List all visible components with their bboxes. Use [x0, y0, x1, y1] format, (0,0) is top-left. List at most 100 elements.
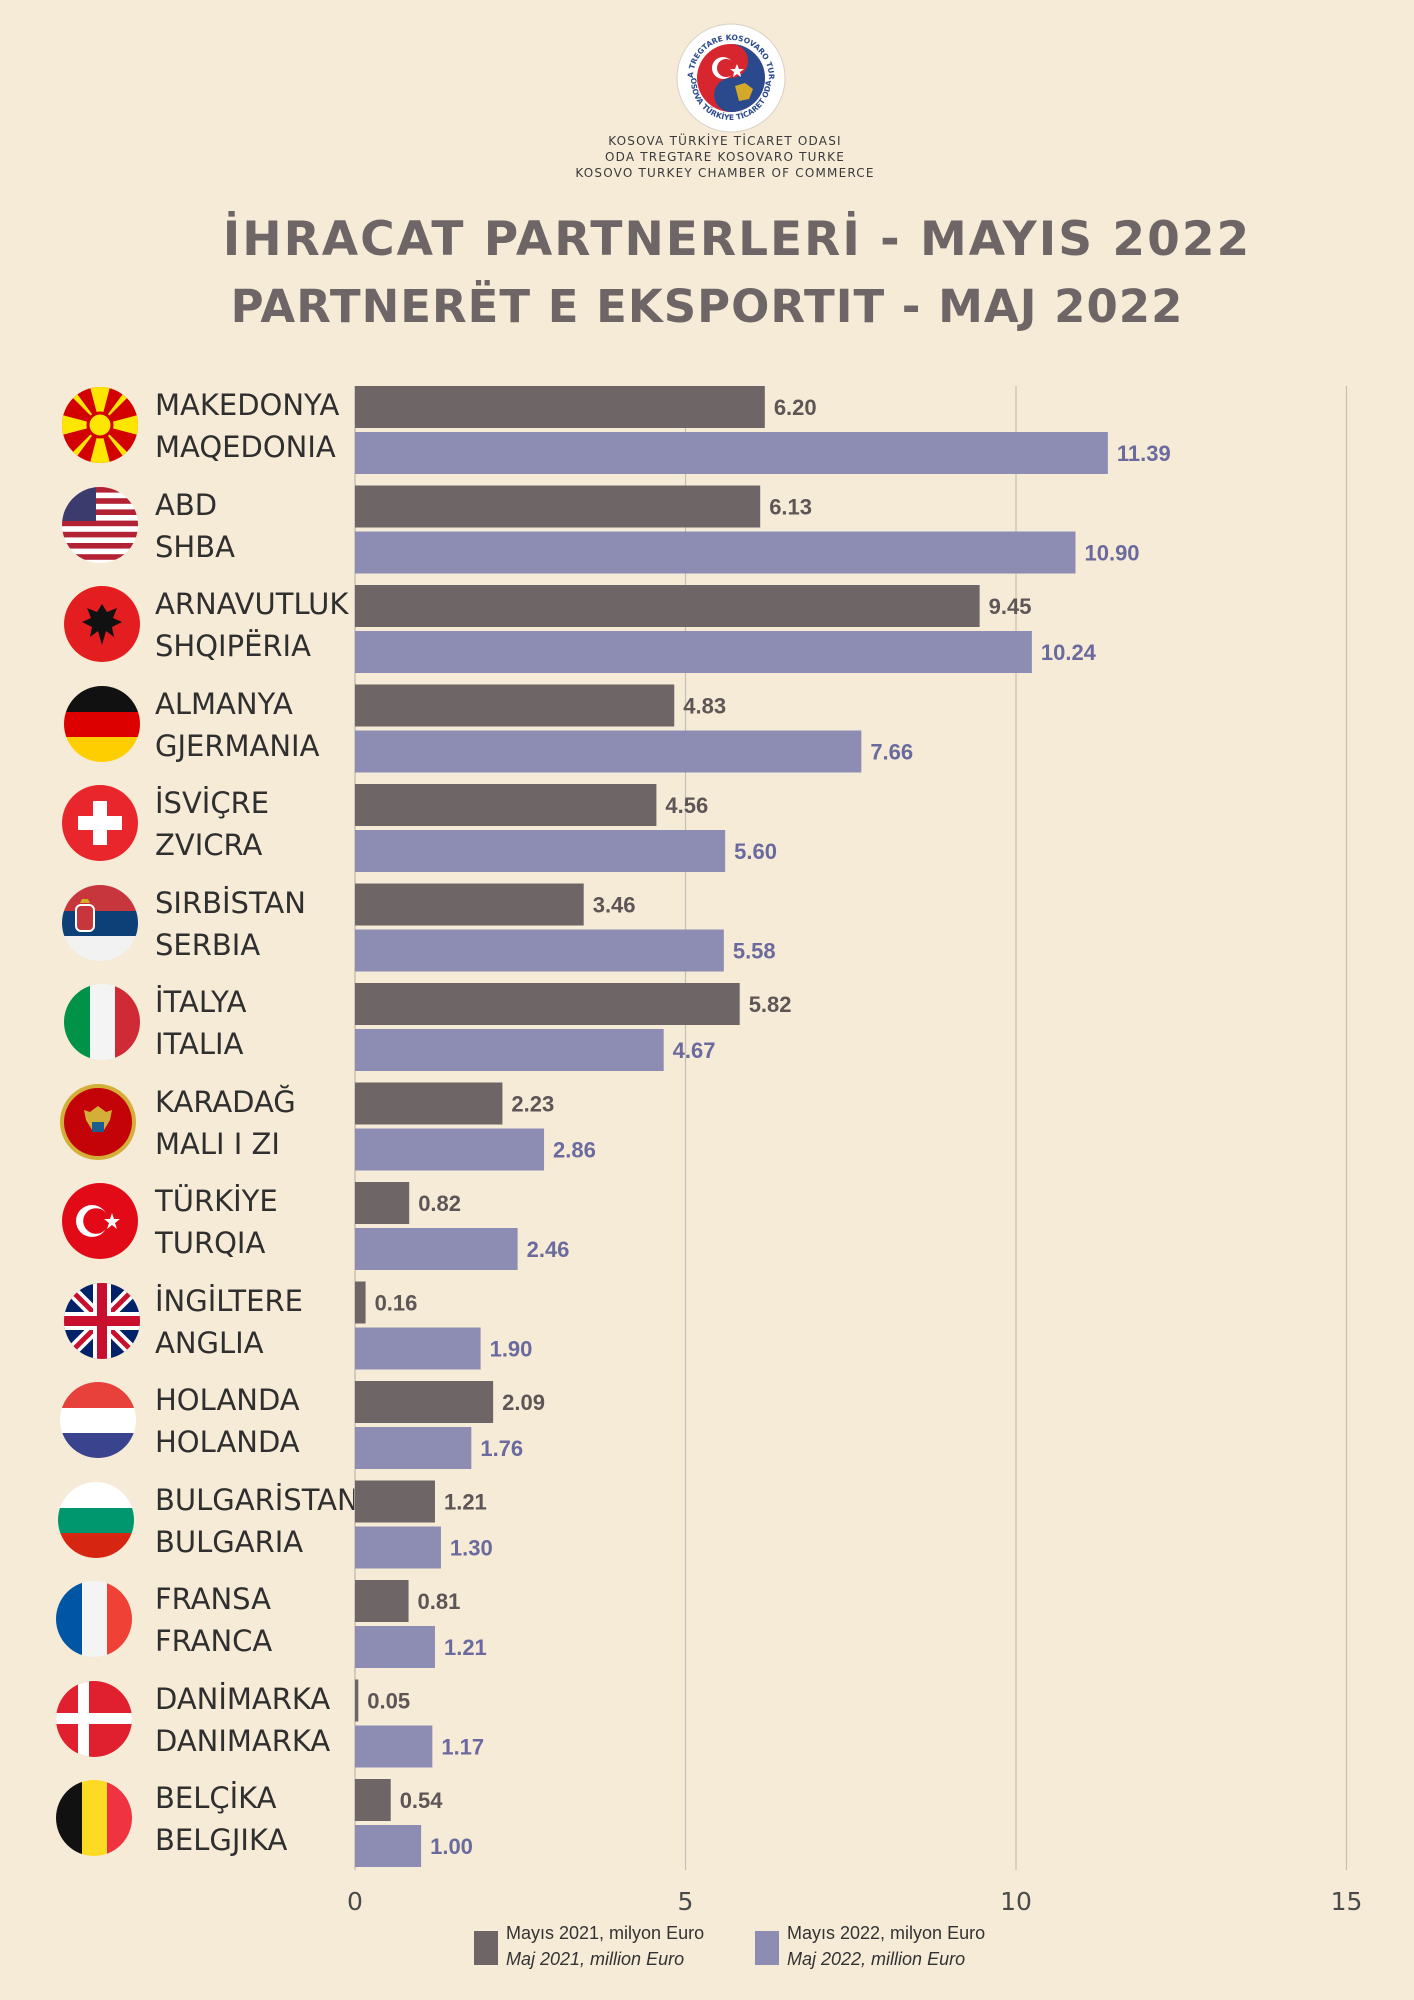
bar-2021-belgium	[355, 1779, 391, 1821]
chart-title-turkish: İHRACAT PARTNERLERİ - MAYIS 2022	[222, 212, 1252, 267]
bar-2022-netherlands	[355, 1427, 472, 1469]
country-name-turkish: TÜRKİYE	[155, 1184, 278, 1218]
data-label-2022: 2.46	[527, 1237, 570, 1262]
bar-2021-albania	[355, 585, 980, 627]
data-label-2022: 1.00	[430, 1834, 473, 1859]
chamber-logo: ODA TREGTARE KOSOVARO TURKE KOSOVA TÜRKİ…	[675, 22, 786, 133]
country-name-albanian: TURQIA	[155, 1226, 266, 1260]
country-label-turkey: TÜRKİYE TURQIA	[155, 1180, 278, 1264]
country-name-turkish: DANİMARKA	[155, 1681, 331, 1716]
country-name-albanian: ITALIA	[155, 1027, 244, 1061]
data-label-2022: 1.76	[480, 1436, 523, 1461]
country-name-albanian: ANGLIA	[155, 1325, 264, 1360]
country-label-bulgaria: BULGARİSTAN BULGARIA	[155, 1479, 359, 1563]
x-tick-label: 10	[1000, 1887, 1032, 1916]
bar-2021-netherlands	[355, 1381, 494, 1423]
org-name-albanian: ODA TREGTARE KOSOVARO TURKE	[604, 150, 846, 164]
country-name-albanian: MALI I ZI	[155, 1126, 280, 1161]
country-name-turkish: İSVİÇRE	[155, 786, 270, 820]
legend-label-2021: Mayıs 2021, milyon Euro Maj 2021, millio…	[506, 1920, 704, 1972]
bar-2022-usa	[355, 531, 1076, 574]
bar-2021-serbia	[355, 883, 584, 926]
bar-2022-north-macedonia	[355, 432, 1108, 474]
data-label-2021: 3.46	[593, 893, 636, 918]
bar-2021-uk	[355, 1281, 366, 1324]
data-label-2021: 2.23	[511, 1092, 554, 1117]
bar-2022-switzerland	[355, 830, 726, 872]
data-label-2021: 5.82	[749, 992, 792, 1017]
data-label-2022: 1.90	[490, 1337, 533, 1362]
bar-2021-denmark	[355, 1679, 359, 1722]
data-label-2022: 7.66	[870, 740, 913, 765]
legend-label-2021-tr: Mayıs 2021, milyon Euro	[506, 1923, 705, 1943]
country-label-germany: ALMANYA GJERMANIA	[155, 683, 319, 767]
bar-2021-north-macedonia	[355, 386, 765, 428]
bar-2021-turkey	[355, 1182, 410, 1224]
bar-2021-usa	[355, 485, 761, 528]
data-label-2021: 4.83	[683, 694, 726, 719]
country-name-turkish: SIRBİSTAN	[155, 885, 306, 920]
country-name-albanian: SERBIA	[155, 927, 261, 962]
country-name-albanian: DANIMARKA	[155, 1723, 331, 1758]
legend-label-2022: Mayıs 2022, milyon Euro Maj 2022, millio…	[787, 1920, 985, 1972]
bar-2021-switzerland	[355, 784, 657, 826]
country-name-albanian: GJERMANIA	[155, 728, 320, 763]
country-name-turkish: İNGİLTERE	[155, 1283, 303, 1318]
turkey-flag-icon	[62, 1183, 138, 1259]
data-label-2021: 6.13	[769, 495, 812, 520]
country-label-france: FRANSA FRANCA	[155, 1578, 272, 1662]
bar-chart: 0 5 10 15 6.20 11.39 6.13 10.90 9.45 10.24 4.83 7.6…	[347, 386, 1363, 1916]
country-name-turkish: ALMANYA	[155, 686, 293, 721]
data-label-2021: 0.54	[400, 1788, 444, 1813]
data-label-2022: 10.24	[1041, 640, 1097, 665]
bar-2021-bulgaria	[355, 1480, 435, 1523]
bar-2022-albania	[355, 631, 1032, 673]
data-label-2021: 1.21	[444, 1490, 487, 1515]
country-label-belgium: BELÇİKA BELGJIKA	[155, 1777, 287, 1861]
bar-2022-denmark	[355, 1725, 433, 1768]
country-label-north-macedonia: MAKEDONYA MAQEDONIA	[155, 384, 339, 468]
country-name-turkish: ABD	[155, 487, 218, 522]
bar-2022-france	[355, 1626, 435, 1668]
data-label-2022: 2.86	[553, 1138, 596, 1163]
x-tick-label: 0	[347, 1887, 363, 1916]
bar-2021-montenegro	[355, 1082, 503, 1125]
x-tick-label: 5	[678, 1887, 694, 1916]
org-name-turkish: KOSOVA TÜRKİYE TİCARET ODASI	[608, 134, 842, 148]
data-label-2021: 9.45	[989, 594, 1032, 619]
legend-label-2021-sq: Maj 2021, million Euro	[506, 1949, 685, 1969]
country-name-albanian: FRANCA	[155, 1624, 273, 1658]
bar-2022-belgium	[355, 1825, 422, 1867]
country-name-turkish: İTALYA	[155, 985, 247, 1019]
data-label-2022: 1.30	[450, 1536, 493, 1561]
legend-swatch-2022	[755, 1931, 779, 1965]
bar-2022-germany	[355, 730, 862, 773]
country-name-albanian: MAQEDONIA	[155, 430, 336, 464]
bar-2022-italy	[355, 1029, 664, 1071]
bar-2022-uk	[355, 1327, 481, 1370]
country-name-albanian: SHBA	[155, 529, 235, 564]
bar-2022-turkey	[355, 1228, 518, 1270]
albania-flag-icon	[64, 586, 140, 662]
data-label-2022: 1.21	[444, 1635, 487, 1660]
country-name-turkish: MAKEDONYA	[155, 388, 340, 422]
country-name-turkish: HOLANDA	[155, 1383, 300, 1417]
country-label-usa: ABD SHBA	[155, 484, 235, 568]
org-name-english: KOSOVO TURKEY CHAMBER OF COMMERCE	[575, 166, 875, 180]
bar-2022-montenegro	[355, 1128, 545, 1171]
legend-swatch-2021	[474, 1931, 498, 1965]
chart-title-albanian: PARTNERËT E EKSPORTIT - MAJ 2022	[230, 280, 1184, 333]
country-name-albanian: HOLANDA	[155, 1425, 300, 1459]
country-label-albania: ARNAVUTLUK SHQIPËRIA	[155, 583, 348, 667]
data-label-2022: 10.90	[1084, 541, 1139, 566]
denmark-flag-icon	[56, 1680, 132, 1757]
data-label-2022: 11.39	[1117, 441, 1171, 466]
country-label-denmark: DANİMARKA DANIMARKA	[155, 1678, 330, 1762]
bar-2021-italy	[355, 983, 740, 1025]
country-name-turkish: BULGARİSTAN	[155, 1482, 359, 1517]
bar-2021-germany	[355, 684, 675, 727]
data-label-2021: 4.56	[665, 793, 708, 818]
x-tick-label: 15	[1331, 1887, 1363, 1916]
data-label-2021: 0.82	[418, 1191, 461, 1216]
country-name-albanian: ZVICRA	[155, 828, 263, 862]
